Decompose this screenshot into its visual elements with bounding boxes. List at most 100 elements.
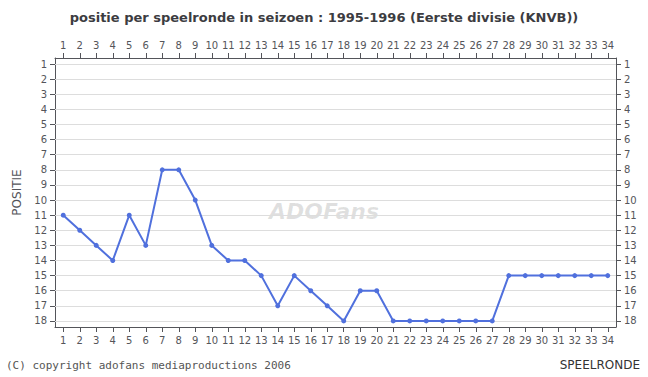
svg-text:17: 17 <box>34 300 47 311</box>
svg-text:17: 17 <box>321 40 334 51</box>
svg-text:5: 5 <box>126 40 132 51</box>
svg-text:25: 25 <box>453 335 466 346</box>
svg-text:8: 8 <box>41 164 47 175</box>
svg-text:18: 18 <box>337 40 350 51</box>
svg-text:24: 24 <box>436 40 449 51</box>
svg-text:15: 15 <box>34 270 47 281</box>
svg-text:20: 20 <box>370 335 383 346</box>
svg-text:23: 23 <box>420 40 433 51</box>
svg-text:3: 3 <box>624 89 630 100</box>
svg-text:22: 22 <box>403 40 416 51</box>
svg-text:4: 4 <box>110 335 116 346</box>
svg-text:ADOFans: ADOFans <box>267 199 379 224</box>
svg-text:7: 7 <box>159 335 165 346</box>
svg-text:9: 9 <box>192 335 198 346</box>
svg-text:15: 15 <box>288 335 301 346</box>
svg-text:2: 2 <box>77 40 83 51</box>
svg-text:6: 6 <box>624 134 630 145</box>
svg-text:17: 17 <box>321 335 334 346</box>
svg-text:8: 8 <box>176 40 182 51</box>
svg-text:8: 8 <box>624 164 630 175</box>
svg-text:POSITIE: POSITIE <box>10 169 24 215</box>
svg-text:5: 5 <box>41 119 47 130</box>
svg-text:9: 9 <box>624 179 630 190</box>
svg-text:14: 14 <box>624 255 637 266</box>
svg-text:16: 16 <box>304 40 317 51</box>
svg-text:11: 11 <box>222 40 235 51</box>
svg-text:23: 23 <box>420 335 433 346</box>
svg-text:16: 16 <box>34 285 47 296</box>
svg-text:2: 2 <box>624 74 630 85</box>
svg-text:33: 33 <box>585 40 598 51</box>
svg-text:2: 2 <box>41 74 47 85</box>
svg-text:1: 1 <box>624 59 630 70</box>
svg-text:7: 7 <box>41 149 47 160</box>
svg-text:9: 9 <box>41 179 47 190</box>
svg-text:30: 30 <box>535 40 548 51</box>
svg-text:12: 12 <box>624 225 637 236</box>
svg-text:19: 19 <box>354 335 367 346</box>
svg-text:15: 15 <box>624 270 637 281</box>
svg-text:29: 29 <box>519 40 532 51</box>
svg-text:6: 6 <box>41 134 47 145</box>
svg-text:26: 26 <box>469 335 482 346</box>
svg-text:10: 10 <box>34 195 47 206</box>
svg-text:11: 11 <box>222 335 235 346</box>
svg-text:30: 30 <box>535 335 548 346</box>
svg-text:13: 13 <box>255 335 268 346</box>
svg-text:1: 1 <box>60 335 66 346</box>
svg-text:9: 9 <box>192 40 198 51</box>
svg-text:4: 4 <box>624 104 630 115</box>
svg-text:5: 5 <box>624 119 630 130</box>
svg-text:20: 20 <box>370 40 383 51</box>
svg-text:28: 28 <box>502 335 515 346</box>
svg-text:3: 3 <box>93 40 99 51</box>
svg-text:12: 12 <box>238 40 251 51</box>
svg-text:15: 15 <box>288 40 301 51</box>
svg-text:10: 10 <box>205 335 218 346</box>
svg-text:11: 11 <box>34 210 47 221</box>
svg-text:28: 28 <box>502 40 515 51</box>
svg-text:25: 25 <box>453 40 466 51</box>
svg-text:33: 33 <box>585 335 598 346</box>
svg-text:32: 32 <box>568 40 581 51</box>
svg-text:29: 29 <box>519 335 532 346</box>
svg-text:17: 17 <box>624 300 637 311</box>
svg-text:SPEELRONDE: SPEELRONDE <box>560 358 640 372</box>
svg-text:14: 14 <box>271 335 284 346</box>
svg-text:14: 14 <box>34 255 47 266</box>
svg-text:27: 27 <box>486 335 499 346</box>
svg-text:10: 10 <box>205 40 218 51</box>
svg-text:21: 21 <box>387 40 400 51</box>
svg-text:18: 18 <box>624 315 637 326</box>
svg-text:11: 11 <box>624 210 637 221</box>
svg-text:6: 6 <box>143 335 149 346</box>
svg-text:3: 3 <box>41 89 47 100</box>
svg-text:1: 1 <box>60 40 66 51</box>
svg-text:2: 2 <box>77 335 83 346</box>
svg-text:34: 34 <box>601 335 614 346</box>
svg-text:24: 24 <box>436 335 449 346</box>
svg-text:10: 10 <box>624 195 637 206</box>
svg-text:7: 7 <box>624 149 630 160</box>
svg-text:6: 6 <box>143 40 149 51</box>
svg-text:7: 7 <box>159 40 165 51</box>
svg-text:32: 32 <box>568 335 581 346</box>
svg-text:31: 31 <box>552 40 565 51</box>
svg-text:1: 1 <box>41 59 47 70</box>
svg-text:13: 13 <box>255 40 268 51</box>
svg-text:18: 18 <box>337 335 350 346</box>
svg-text:13: 13 <box>624 240 637 251</box>
svg-text:4: 4 <box>110 40 116 51</box>
svg-text:22: 22 <box>403 335 416 346</box>
svg-text:31: 31 <box>552 335 565 346</box>
svg-text:21: 21 <box>387 335 400 346</box>
svg-text:4: 4 <box>41 104 47 115</box>
svg-text:14: 14 <box>271 40 284 51</box>
svg-text:27: 27 <box>486 40 499 51</box>
svg-text:8: 8 <box>176 335 182 346</box>
svg-text:34: 34 <box>601 40 614 51</box>
svg-text:12: 12 <box>34 225 47 236</box>
svg-text:12: 12 <box>238 335 251 346</box>
svg-text:13: 13 <box>34 240 47 251</box>
